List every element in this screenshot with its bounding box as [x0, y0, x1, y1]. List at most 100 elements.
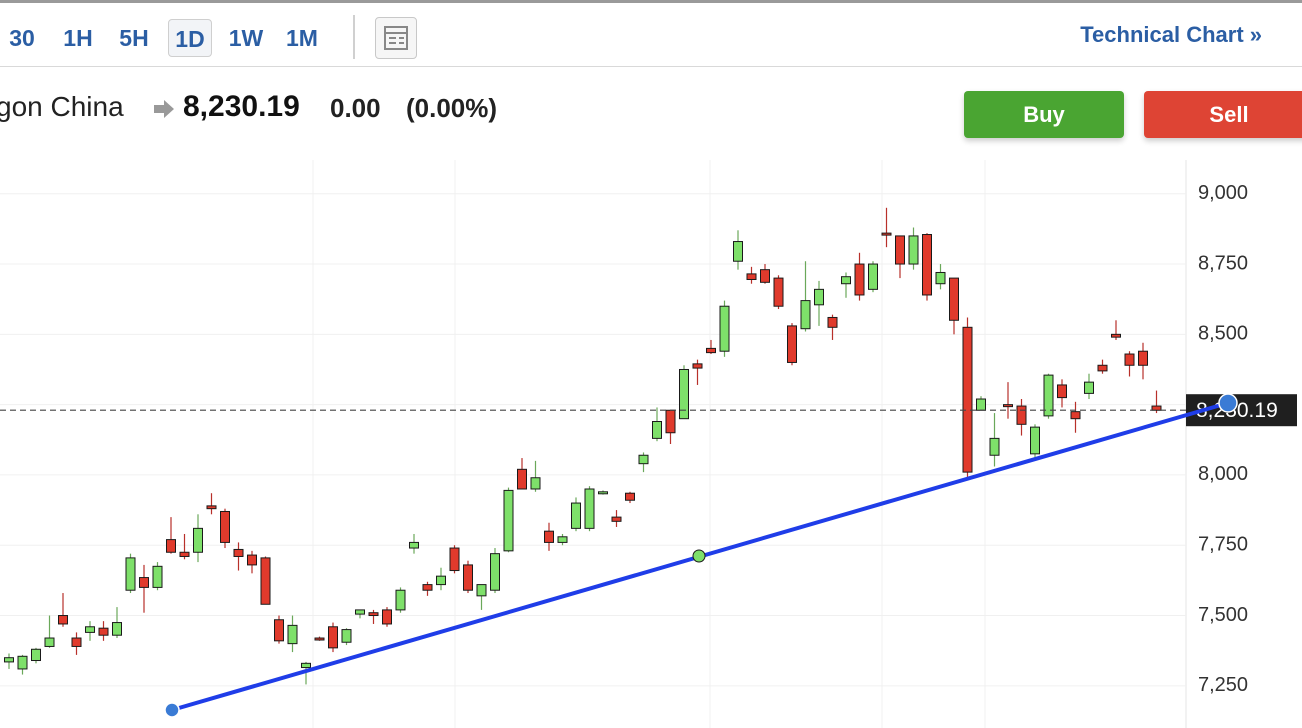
- candle-body: [409, 541, 419, 549]
- candle-body: [679, 368, 689, 420]
- candle-body: [1003, 404, 1013, 408]
- y-tick-label: 7,250: [1198, 674, 1248, 696]
- candle-body: [179, 551, 190, 557]
- vertical-grid: [312, 160, 1187, 728]
- separator: [353, 15, 355, 59]
- icon-glyph: [384, 26, 408, 50]
- candle-body: [1138, 350, 1148, 366]
- candle-body: [544, 530, 554, 543]
- candle-body: [530, 477, 541, 490]
- candle-body: [665, 409, 676, 434]
- candle-body: [881, 232, 892, 236]
- candle-body: [125, 557, 136, 591]
- interval-button[interactable]: 1W: [228, 25, 264, 51]
- technical-chart-link[interactable]: Technical Chart »: [1080, 22, 1262, 47]
- y-tick-label: 7,500: [1198, 604, 1248, 626]
- candle-body: [800, 300, 811, 330]
- y-tick-label: 8,250: [1198, 393, 1248, 415]
- candle-body: [166, 539, 176, 553]
- candle-body: [652, 421, 662, 439]
- candle-body: [841, 276, 851, 285]
- candle-body: [274, 619, 284, 642]
- instrument-name: gon China: [0, 91, 124, 122]
- change-arrow: [154, 100, 174, 118]
- candle-body: [517, 468, 527, 490]
- candle-body: [733, 241, 743, 262]
- candle-body: [962, 326, 973, 473]
- candle-body: [98, 627, 109, 636]
- candle-body: [71, 637, 82, 647]
- candle-body: [368, 612, 379, 617]
- candle-body: [328, 626, 338, 649]
- price: 8,230.19: [183, 90, 300, 123]
- sell-button[interactable]: Sell: [1144, 91, 1302, 138]
- candle-body: [1097, 364, 1108, 372]
- candle-body: [1043, 374, 1054, 417]
- candle-body: [1124, 353, 1135, 366]
- trend-handle: [164, 702, 180, 718]
- trend-line: [171, 401, 1229, 712]
- candle-body: [922, 234, 932, 296]
- trend-handle: [1218, 393, 1238, 413]
- interval-button[interactable]: 1M: [286, 25, 318, 51]
- candle-body: [989, 437, 1000, 456]
- layout-icon[interactable]: [375, 17, 417, 59]
- candle-body: [557, 536, 568, 543]
- candle-body: [503, 489, 514, 552]
- candle-body: [611, 516, 622, 522]
- y-tick-label: 8,750: [1198, 252, 1248, 274]
- last-price-box: [1186, 394, 1297, 427]
- y-tick-label: 7,750: [1198, 534, 1248, 556]
- candle-body: [571, 502, 581, 529]
- candle-body: [814, 288, 824, 306]
- change: 0.00: [330, 93, 381, 123]
- candle-body: [638, 454, 649, 465]
- candle-body: [692, 363, 703, 369]
- candle-body: [220, 510, 230, 543]
- candle-body: [1057, 384, 1067, 399]
- candle-body: [1084, 381, 1094, 394]
- candle-body: [949, 277, 959, 321]
- candle-body: [787, 325, 797, 363]
- candle-body: [1030, 426, 1040, 455]
- interval-button[interactable]: 30: [9, 25, 35, 51]
- candle-body: [112, 622, 122, 636]
- buy-button[interactable]: Buy: [964, 91, 1124, 138]
- candle-body: [895, 235, 905, 265]
- candle-body: [773, 277, 784, 307]
- candle-body: [976, 398, 986, 411]
- candle-body: [827, 316, 838, 328]
- candle-body: [868, 263, 878, 290]
- candle-body: [935, 271, 946, 285]
- candle-body: [449, 547, 460, 572]
- interval-button[interactable]: 1D: [168, 19, 212, 57]
- candle-body: [1016, 405, 1027, 425]
- interval-button[interactable]: 1H: [63, 25, 93, 51]
- candle-body: [476, 584, 487, 597]
- candle-body: [287, 624, 298, 645]
- candle-body: [706, 347, 716, 354]
- candle-body: [314, 637, 325, 641]
- y-tick-label: 8,500: [1198, 323, 1248, 345]
- candle-body: [139, 577, 149, 588]
- candle-body: [44, 637, 55, 647]
- candle-body: [1111, 333, 1121, 338]
- candle-body: [31, 648, 41, 662]
- candle-body: [463, 564, 473, 591]
- candle-body: [746, 273, 757, 281]
- candle-body: [382, 609, 392, 625]
- y-tick-label: 8,000: [1198, 463, 1248, 485]
- candle-body: [395, 589, 406, 611]
- last-price-label: 8,230.19: [1196, 399, 1278, 422]
- candle-body: [247, 554, 257, 566]
- interval-button[interactable]: 5H: [119, 25, 149, 51]
- candle-body: [152, 565, 163, 588]
- candle-body: [719, 305, 730, 352]
- candle-body: [206, 505, 217, 510]
- candle-body: [854, 263, 865, 296]
- candle-body: [436, 575, 446, 586]
- candle-body: [58, 615, 68, 625]
- candle-body: [1070, 411, 1081, 420]
- candle-body: [341, 629, 352, 643]
